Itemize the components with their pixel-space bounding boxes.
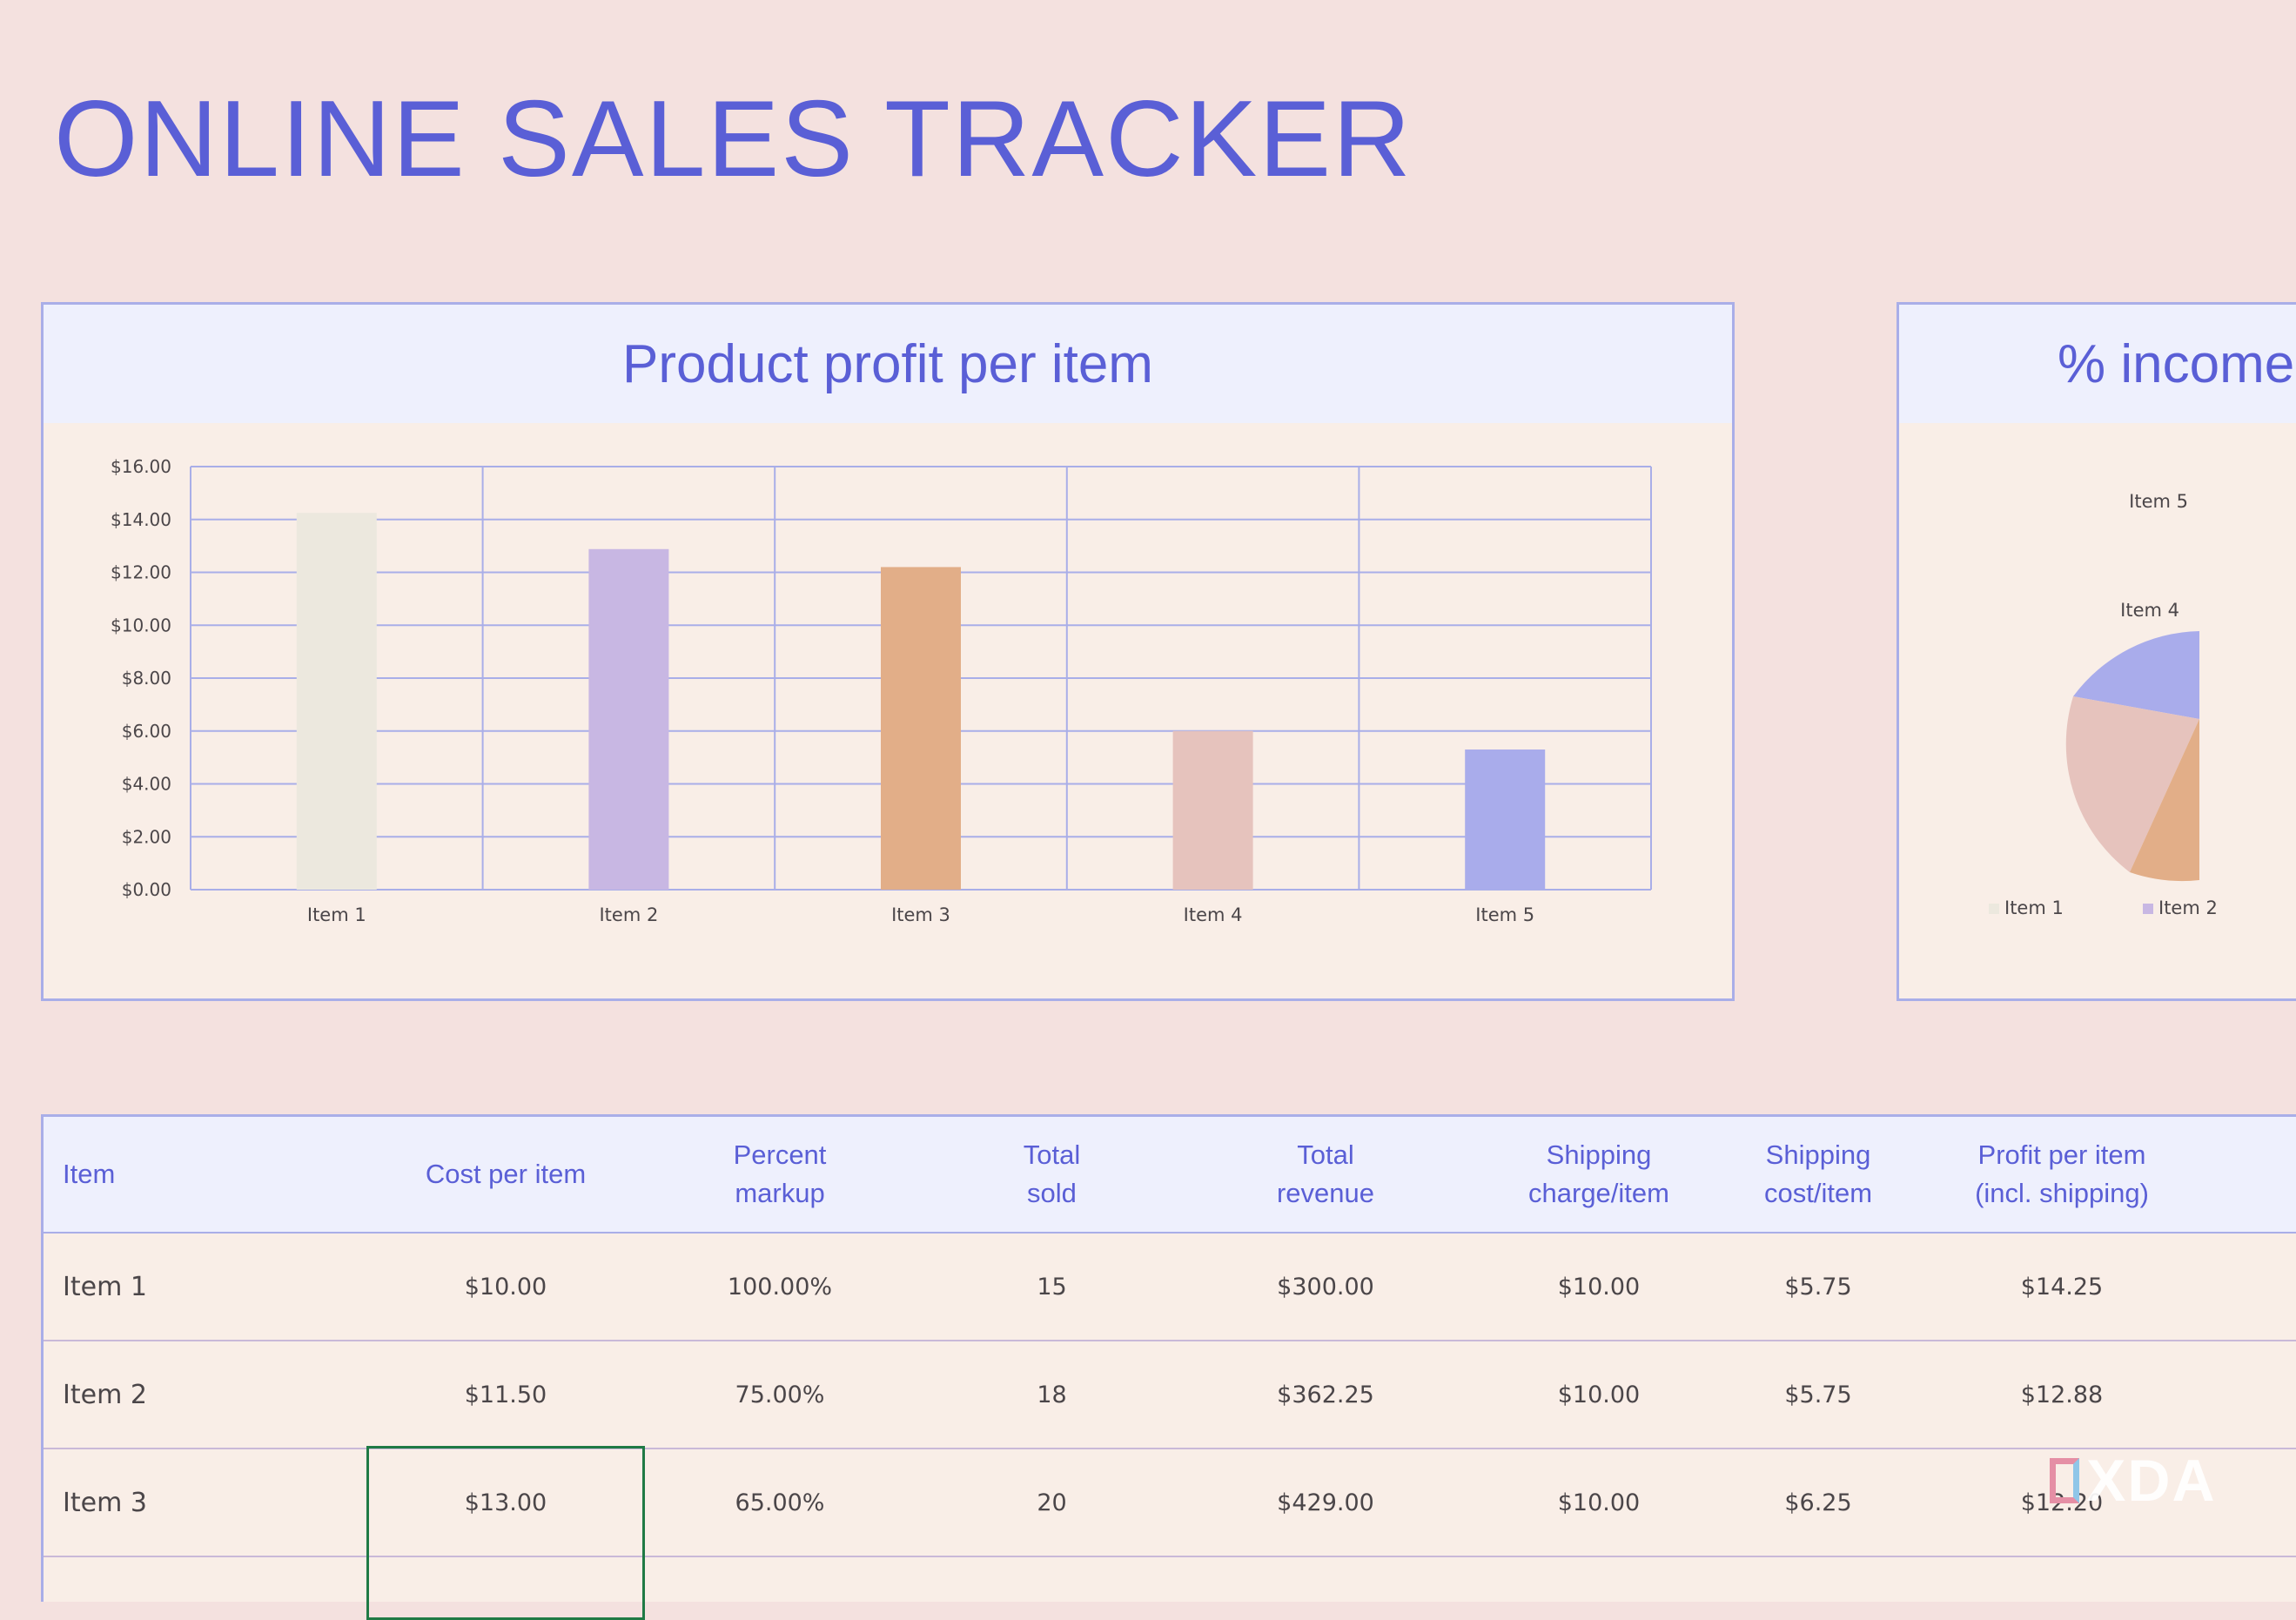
cell-markup[interactable]: 100.00% — [727, 1273, 833, 1301]
cell-ship-cost[interactable]: $5.75 — [1784, 1381, 1852, 1408]
cell-profit[interactable]: $14.25 — [2020, 1273, 2104, 1301]
bar-chart-title: Product profit per item — [44, 305, 1732, 423]
pie-slice-item-5 — [2073, 631, 2199, 719]
cell-ship-charge[interactable]: $10.00 — [1557, 1489, 1641, 1516]
table-header: Item Cost per item Percent markup Total … — [44, 1117, 2296, 1233]
pie-chart: Item 5 Item 4 Item 1 Item 2 — [1989, 491, 2218, 918]
cell-sold[interactable]: 18 — [1037, 1381, 1067, 1408]
cell-markup[interactable]: 75.00% — [735, 1381, 825, 1408]
xda-watermark: XDA — [2050, 1448, 2267, 1514]
cell-sold[interactable]: 20 — [1037, 1489, 1067, 1516]
header-total-sold[interactable]: Total sold — [1023, 1139, 1081, 1208]
cell-ship-charge[interactable]: $10.00 — [1557, 1381, 1641, 1408]
y-tick-label: $8.00 — [122, 668, 171, 689]
table-row: Item 1 $10.00 100.00% 15 $300.00 $10.00 … — [44, 1233, 2296, 1341]
header-cost-per-item[interactable]: Cost per item — [425, 1159, 587, 1189]
x-tick-label: Item 3 — [891, 904, 950, 925]
header-shipping-charge[interactable]: Shipping charge/item — [1528, 1139, 1669, 1208]
x-tick-label: Item 1 — [307, 904, 366, 925]
cell-revenue[interactable]: $429.00 — [1277, 1489, 1374, 1516]
cell-ship-cost[interactable]: $6.25 — [1784, 1489, 1852, 1516]
cell-sold[interactable]: 15 — [1037, 1273, 1067, 1301]
table-row: Item 2 $11.50 75.00% 18 $362.25 $10.00 $… — [44, 1341, 2296, 1449]
cell-item[interactable]: Item 2 — [63, 1379, 147, 1410]
table-row: Item 3 $13.00 65.00% 20 $429.00 $10.00 $… — [44, 1449, 2296, 1557]
legend-swatch-item-2 — [2143, 904, 2153, 914]
pie-label-item-5: Item 5 — [2129, 491, 2188, 512]
y-tick-label: $2.00 — [122, 826, 171, 847]
watermark-text: XDA — [2086, 1448, 2217, 1514]
cell-item[interactable]: Item 1 — [63, 1271, 147, 1302]
bar-chart: $0.00 $2.00 $4.00 $6.00 $8.00 $10.00 $12.00 $14… — [111, 456, 1652, 925]
y-tick-label: $16.00 — [111, 456, 171, 477]
pie-slice-item-4 — [2065, 696, 2199, 872]
sales-table: Item Cost per item Percent markup Total … — [41, 1114, 2296, 1620]
y-tick-label: $14.00 — [111, 509, 171, 530]
x-tick-label: Item 4 — [1184, 904, 1243, 925]
y-tick-label: $12.00 — [111, 562, 171, 583]
bar-item-2 — [588, 548, 669, 890]
legend-label-item-1: Item 1 — [2004, 897, 2064, 918]
pie-slice-item-3 — [2130, 719, 2199, 882]
cell-cost[interactable]: $11.50 — [464, 1381, 547, 1408]
legend-label-item-2: Item 2 — [2158, 897, 2218, 918]
cell-ship-cost[interactable]: $5.75 — [1784, 1273, 1852, 1301]
cell-item[interactable]: Item 3 — [63, 1487, 147, 1518]
cell-revenue[interactable]: $362.25 — [1277, 1381, 1374, 1408]
cell-cost[interactable]: $13.00 — [464, 1489, 547, 1516]
bar-item-5 — [1465, 750, 1546, 890]
y-tick-label: $4.00 — [122, 774, 171, 795]
xda-logo-icon — [2050, 1458, 2079, 1503]
pie-chart-card[interactable]: % income Item 5 Item 4 Item 1 Item 2 — [1897, 302, 2296, 1001]
pie-label-item-4: Item 4 — [2120, 600, 2179, 621]
bar-item-4 — [1172, 730, 1253, 890]
cell-revenue[interactable]: $300.00 — [1277, 1273, 1374, 1301]
y-tick-label: $0.00 — [122, 879, 171, 900]
bar-item-1 — [296, 513, 377, 890]
header-shipping-cost[interactable]: Shipping cost/item — [1763, 1139, 1873, 1208]
cell-ship-charge[interactable]: $10.00 — [1557, 1273, 1641, 1301]
x-tick-label: Item 2 — [599, 904, 658, 925]
cell-cost[interactable]: $10.00 — [464, 1273, 547, 1301]
cell-profit[interactable]: $12.88 — [2020, 1381, 2104, 1408]
header-profit-per-item[interactable]: Profit per item (incl. shipping) — [1975, 1139, 2149, 1208]
x-tick-label: Item 5 — [1475, 904, 1534, 925]
legend-swatch-item-1 — [1989, 904, 1999, 914]
header-total-revenue[interactable]: Total revenue — [1276, 1139, 1375, 1208]
bar-item-3 — [881, 567, 961, 890]
bar-chart-card[interactable]: Product profit per item $0.00 $2.00 $4.00 $… — [41, 302, 1735, 1001]
header-item[interactable]: Item — [63, 1159, 116, 1189]
pie-chart-title: % income — [2058, 333, 2295, 394]
y-tick-label: $6.00 — [122, 721, 171, 742]
y-tick-label: $10.00 — [111, 615, 171, 635]
cell-markup[interactable]: 65.00% — [735, 1489, 825, 1516]
page-title: ONLINE SALES TRACKER — [54, 79, 1413, 199]
header-percent-markup[interactable]: Percent markup — [733, 1139, 827, 1208]
